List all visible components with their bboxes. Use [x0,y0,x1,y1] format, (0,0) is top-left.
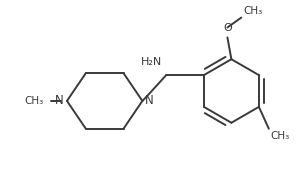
Text: N: N [55,94,64,107]
Text: CH₃: CH₃ [271,131,290,141]
Text: CH₃: CH₃ [24,96,43,106]
Text: O: O [223,23,232,33]
Text: H₂N: H₂N [141,57,162,67]
Text: N: N [145,94,154,107]
Text: CH₃: CH₃ [243,6,263,16]
